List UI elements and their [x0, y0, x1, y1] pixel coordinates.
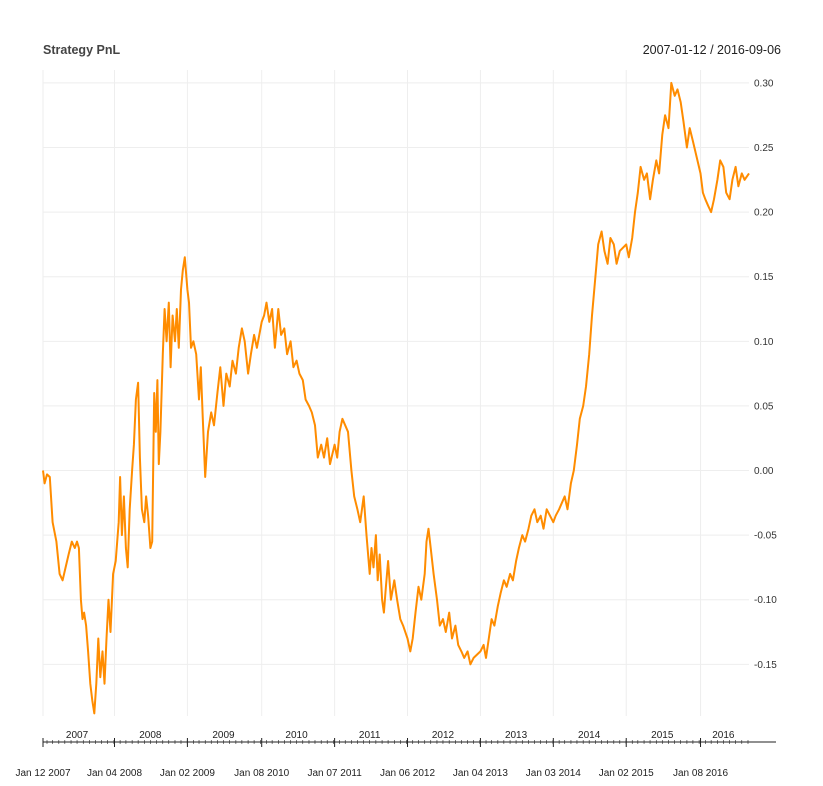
- date-range-label: 2007-01-12 / 2016-09-06: [643, 43, 781, 57]
- chart-title: Strategy PnL: [43, 43, 120, 57]
- y-tick-label: -0.15: [754, 660, 777, 671]
- y-tick-label: 0.10: [754, 337, 774, 348]
- y-tick-label: 0.00: [754, 466, 774, 477]
- x-year-label: 2014: [578, 730, 601, 741]
- x-year-label: 2016: [712, 730, 735, 741]
- x-date-label: Jan 07 2011: [307, 768, 362, 779]
- x-year-label: 2013: [505, 730, 528, 741]
- y-tick-label: 0.05: [754, 401, 774, 412]
- x-date-label: Jan 02 2015: [599, 768, 654, 779]
- x-year-label: 2012: [432, 730, 455, 741]
- x-year-label: 2008: [139, 730, 162, 741]
- y-tick-label: 0.15: [754, 272, 774, 283]
- x-date-label: Jan 08 2010: [234, 768, 289, 779]
- pnl-series-line: [42, 81, 750, 715]
- x-date-label: Jan 03 2014: [526, 768, 581, 779]
- x-date-label: Jan 02 2009: [160, 768, 215, 779]
- x-year-label: 2011: [359, 730, 381, 741]
- x-date-label: Jan 06 2012: [380, 768, 435, 779]
- x-date-label: Jan 08 2016: [673, 768, 728, 779]
- x-date-label: Jan 04 2013: [453, 768, 508, 779]
- y-tick-label: -0.05: [754, 531, 777, 542]
- x-year-label: 2015: [651, 730, 674, 741]
- y-tick-label: 0.20: [754, 208, 774, 219]
- grid: [42, 70, 749, 716]
- y-tick-label: 0.25: [754, 143, 774, 154]
- x-date-label: Jan 12 2007: [15, 768, 70, 779]
- x-date-label: Jan 04 2008: [87, 768, 142, 779]
- series-layer: [42, 81, 750, 715]
- x-year-label: 2009: [212, 730, 235, 741]
- y-tick-label: -0.10: [754, 595, 777, 606]
- x-year-label: 2007: [66, 730, 89, 741]
- axes: 0.30 0.25 0.20 0.15 0.10 0.05 0.00 -0.05 -0.10 -0…: [15, 78, 777, 779]
- y-tick-label: 0.30: [754, 78, 774, 89]
- x-year-label: 2010: [285, 730, 308, 741]
